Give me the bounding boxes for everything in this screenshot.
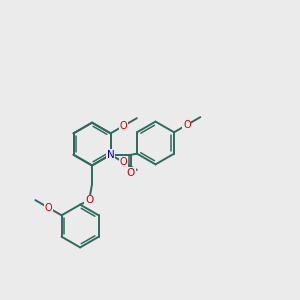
Text: N: N [107,150,114,160]
Text: O: O [183,120,191,130]
Text: O: O [127,168,135,178]
Text: O: O [45,203,52,213]
Text: O: O [120,157,127,167]
Text: O: O [120,121,127,131]
Text: O: O [85,195,93,205]
